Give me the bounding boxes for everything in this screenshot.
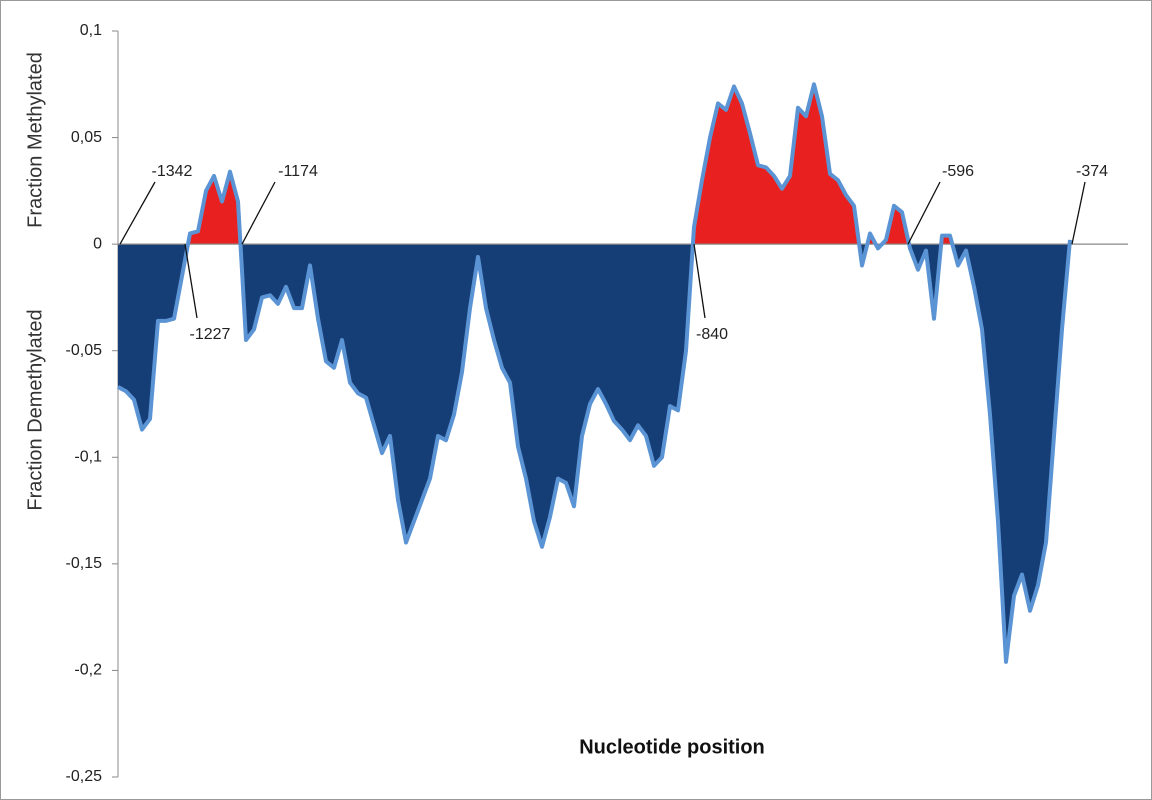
y-tick-label: -0,25 bbox=[66, 768, 103, 785]
y-tick-label: -0,05 bbox=[66, 342, 103, 359]
annotation: -374 bbox=[1076, 163, 1108, 180]
area-outline bbox=[117, 82, 1072, 664]
y-tick-label: -0,2 bbox=[74, 662, 102, 679]
y-tick-label: 0,05 bbox=[71, 129, 102, 146]
annotation-leader bbox=[1071, 181, 1086, 245]
y-title-positive: Fraction Methylated bbox=[24, 52, 46, 228]
annotation: -840 bbox=[696, 326, 728, 343]
y-tick-label: -0,15 bbox=[66, 555, 103, 572]
annotation: -1227 bbox=[190, 326, 231, 343]
y-tick-label: 0 bbox=[93, 235, 102, 252]
annotation: -1174 bbox=[278, 163, 318, 180]
y-tick-label: 0,1 bbox=[80, 22, 102, 39]
y-tick-label: -0,1 bbox=[74, 449, 102, 466]
annotation-leader bbox=[907, 181, 941, 245]
area-positive bbox=[188, 84, 1070, 245]
annotation-leader bbox=[119, 181, 156, 245]
area-negative bbox=[118, 244, 1070, 662]
annotation-leader bbox=[241, 181, 276, 245]
y-title-negative: Fraction Demethylated bbox=[24, 309, 46, 510]
x-title: Nucleotide position bbox=[579, 736, 765, 758]
annotation-leader bbox=[693, 244, 706, 319]
annotation: -1342 bbox=[152, 163, 193, 180]
annotation-leader bbox=[184, 244, 198, 319]
annotation: -596 bbox=[942, 163, 974, 180]
